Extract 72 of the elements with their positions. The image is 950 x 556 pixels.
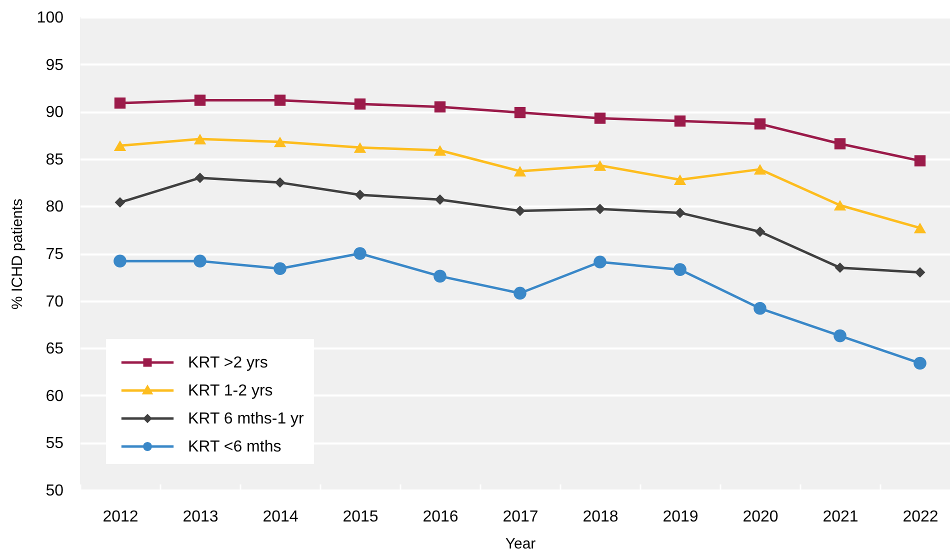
x-tick-label: 2018 — [582, 508, 618, 526]
point — [674, 263, 686, 276]
point — [914, 267, 926, 278]
legend-label: KRT 1-2 yrs — [188, 382, 273, 400]
point — [114, 140, 126, 151]
point — [434, 194, 446, 205]
point — [674, 115, 686, 127]
point — [914, 356, 926, 370]
point — [834, 200, 846, 211]
x-tick-label: 2014 — [262, 508, 298, 526]
y-tick-label: 80 — [46, 198, 64, 216]
point — [514, 286, 526, 300]
point — [834, 329, 846, 342]
point — [274, 94, 286, 106]
point — [834, 138, 846, 150]
point — [914, 155, 926, 166]
x-tick-label: 2013 — [182, 508, 218, 526]
x-tick-label: 2021 — [822, 508, 858, 526]
point — [674, 174, 686, 186]
point — [514, 206, 526, 216]
point — [274, 262, 286, 276]
point — [514, 106, 526, 118]
point — [594, 160, 606, 171]
point — [754, 118, 766, 130]
point — [354, 247, 366, 260]
y-tick-label: 60 — [46, 388, 64, 405]
y-tick-label: 55 — [46, 435, 64, 452]
point — [194, 172, 206, 184]
point — [194, 134, 206, 144]
point — [514, 166, 526, 176]
point — [434, 145, 446, 156]
point — [434, 101, 446, 112]
point — [354, 98, 366, 110]
point — [194, 94, 206, 106]
x-axis-title: Year — [505, 536, 536, 552]
y-tick-label: 75 — [46, 246, 64, 263]
point — [194, 254, 206, 268]
y-axis-title: % ICHD patients — [8, 198, 26, 310]
point — [834, 262, 846, 273]
y-tick-label: 100 — [36, 10, 64, 26]
legend-label: KRT <6 mths — [188, 438, 282, 456]
point — [114, 254, 126, 268]
point — [114, 197, 126, 208]
y-tick-label: 65 — [46, 340, 64, 358]
point — [354, 190, 366, 200]
legend-label: KRT >2 yrs — [188, 354, 268, 372]
point — [274, 136, 286, 148]
x-tick-label: 2016 — [422, 508, 458, 526]
x-tick-label: 2019 — [662, 508, 698, 526]
point — [674, 208, 686, 218]
point — [594, 256, 606, 268]
point — [434, 270, 446, 283]
x-tick-label: 2022 — [902, 508, 938, 526]
point — [354, 142, 366, 153]
x-tick-label: 2017 — [502, 508, 538, 526]
y-tick-label: 85 — [46, 151, 64, 168]
x-tick-label: 2015 — [342, 508, 378, 526]
point — [914, 222, 926, 234]
point — [754, 226, 766, 237]
point — [274, 177, 286, 188]
legend-label: KRT 6 mths-1 yr — [188, 410, 305, 428]
x-tick-label: 2012 — [102, 508, 138, 526]
point — [754, 164, 766, 175]
y-tick-label: 70 — [46, 293, 64, 310]
y-tick-label: 90 — [46, 104, 64, 122]
x-tick-label: 2020 — [742, 508, 778, 526]
point — [114, 97, 126, 109]
y-tick-label: 50 — [46, 482, 64, 500]
point — [594, 112, 606, 124]
point — [754, 302, 766, 315]
point — [594, 204, 606, 214]
y-tick-label: 95 — [46, 56, 64, 74]
